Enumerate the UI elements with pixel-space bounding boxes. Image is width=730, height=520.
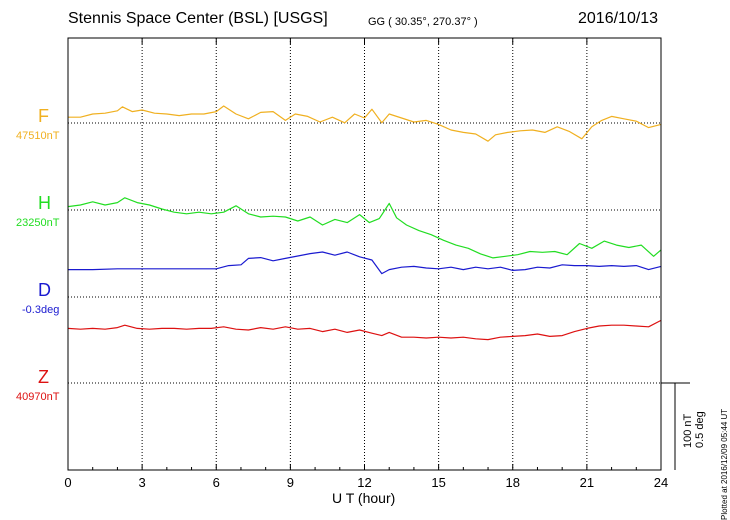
series-line-z [67, 319, 662, 341]
x-tick-label: 24 [654, 475, 668, 490]
series-lines [67, 105, 662, 341]
scale-bar [661, 382, 690, 470]
x-tick-label: 18 [506, 475, 520, 490]
plotted-timestamp: Plotted at 2016/12/09 05:44 UT [720, 408, 729, 520]
series-label-h: H [38, 193, 51, 213]
series-line-f [68, 105, 662, 142]
x-tick-label: 15 [431, 475, 445, 490]
series-line-h [67, 197, 662, 259]
series-line-d [68, 251, 662, 275]
baseline-label-f: 47510nT [16, 130, 60, 142]
series-label-z: Z [38, 367, 49, 387]
vertical-gridlines [141, 38, 588, 470]
x-tick-labels: 0 3 6 9 12 15 18 21 24 [64, 475, 668, 490]
chart-date: 2016/10/13 [578, 10, 659, 27]
x-axis-label: U T (hour) [332, 490, 396, 506]
chart-title: Stennis Space Center (BSL) [USGS] [68, 10, 328, 27]
series-label-f: F [38, 106, 49, 126]
series-label-d: D [38, 280, 51, 300]
x-tick-label: 6 [213, 475, 220, 490]
baseline-label-d: -0.3deg [22, 304, 60, 316]
x-tick-label: 3 [139, 475, 146, 490]
station-coordinates: GG ( 30.35°, 270.37° ) [368, 16, 478, 28]
x-tick-label: 0 [64, 475, 71, 490]
baseline-label-z: 40970nT [16, 391, 60, 403]
scale-label-nt: 100 nT [682, 413, 694, 448]
baseline-label-h: 23250nT [16, 217, 60, 229]
x-ticks [67, 38, 662, 470]
x-tick-label: 12 [357, 475, 371, 490]
scale-label-deg: 0.5 deg [694, 411, 706, 448]
x-tick-label: 21 [580, 475, 594, 490]
x-tick-label: 9 [287, 475, 294, 490]
